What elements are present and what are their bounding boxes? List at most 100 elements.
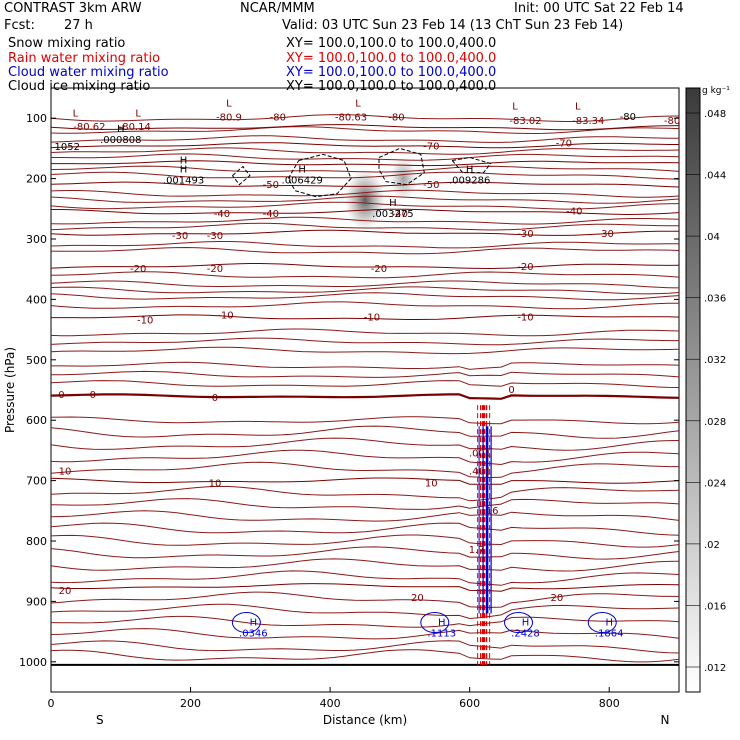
temp-contour-10 xyxy=(50,477,680,485)
y-tick-label: 200 xyxy=(26,173,47,186)
fcst-value: 27 h xyxy=(64,18,93,33)
temp-contour-line xyxy=(50,370,680,378)
temp-contour-line xyxy=(50,628,680,640)
temp-contour-line xyxy=(50,558,680,572)
temp-contour-line xyxy=(50,171,680,180)
temp-label: -80 xyxy=(388,112,404,123)
temp-contour-line xyxy=(50,510,680,522)
cloudwater-cell-1 xyxy=(420,612,450,634)
colorbar-tick-label: .032 xyxy=(704,355,726,366)
x-tick-label: 600 xyxy=(459,697,480,710)
x-axis-label: Distance (km) xyxy=(323,713,407,727)
temp-label: -30 xyxy=(598,229,614,240)
y-tick-label: 900 xyxy=(26,595,47,608)
y-tick-label: 300 xyxy=(26,233,47,246)
temp-contour-line xyxy=(50,147,680,155)
temp-label: -50 xyxy=(423,180,439,191)
x-tick-label: 200 xyxy=(180,697,201,710)
temp-label: -30 xyxy=(172,231,188,242)
cloudwater-label: .001 xyxy=(469,448,491,459)
ice-core-1 xyxy=(345,169,385,230)
cloudwater-label: .16 xyxy=(483,506,499,517)
temp-label: -70 xyxy=(423,141,439,152)
extremum-mark: L xyxy=(226,99,232,110)
extremum-value: .1113 xyxy=(427,629,456,640)
x-tick-label: 400 xyxy=(320,697,341,710)
cloud-ice-shading xyxy=(345,156,418,230)
temp-contour-0 xyxy=(50,393,680,400)
plot-frame xyxy=(50,87,680,693)
cloudwater-label: .401 xyxy=(469,467,491,478)
temp-contour-line xyxy=(50,498,680,510)
temp-contour-line xyxy=(50,522,680,536)
temp-contour-line xyxy=(51,153,680,161)
temp-label: -83.34 xyxy=(572,116,604,127)
colorbar-tick-label: .036 xyxy=(704,294,726,305)
temp-contour-line xyxy=(50,425,680,439)
y-axis-label: Pressure (hPa) xyxy=(3,347,17,433)
colorbar: .012 .016 .02 .024 .028 .032 .036 .04 .044 .048 g … xyxy=(685,86,730,693)
temperature-contours xyxy=(50,114,680,666)
temp-contour-line xyxy=(50,337,679,346)
temp-label: -40 xyxy=(214,209,230,220)
colorbar-tick-label: .024 xyxy=(704,478,726,489)
temp-label: -83.02 xyxy=(509,116,541,127)
temp-contour-line xyxy=(50,165,680,173)
temp-label: -10 xyxy=(217,311,233,322)
temp-label: -40 xyxy=(392,209,408,220)
colorbar-unit: g kg⁻¹ xyxy=(702,86,730,96)
temp-contour-line xyxy=(50,640,680,654)
snow-contour-2 xyxy=(378,147,425,186)
temp-label: -80.14 xyxy=(119,122,151,133)
extremum-mark: H xyxy=(605,618,613,629)
colorbar-tick-label: .048 xyxy=(704,109,726,120)
x-tick-label: 800 xyxy=(599,697,620,710)
temp-label: -40 xyxy=(263,209,279,220)
extremum-mark: H xyxy=(298,165,306,176)
extremum-mark: H xyxy=(180,165,188,176)
colorbar-tick-label: .044 xyxy=(704,171,726,182)
temp-contour-line xyxy=(50,449,680,466)
y-tick-label: 800 xyxy=(26,535,47,548)
y-tick-label: 1000 xyxy=(19,656,47,669)
temp-contour-line xyxy=(50,201,680,210)
temp-contour-line xyxy=(50,380,680,388)
y-tick-label: 700 xyxy=(26,475,47,488)
temp-contour--80 xyxy=(50,124,680,131)
init-time: Init: 00 UTC Sat 22 Feb 14 xyxy=(514,1,684,16)
valid-time: Valid: 03 UTC Sun 23 Feb 14 (13 ChT Sun … xyxy=(282,18,624,33)
colorbar-tick-label: .016 xyxy=(704,601,726,612)
temp-label: -20 xyxy=(371,264,387,275)
cloudwater-cell-3 xyxy=(587,612,617,634)
extremum-value: .2428 xyxy=(511,629,540,640)
plot-border xyxy=(50,87,680,693)
colorbar-tick-label: .028 xyxy=(704,417,726,428)
temp-label: -50 xyxy=(263,180,279,191)
temp-label: -70 xyxy=(556,138,572,149)
x-tick-label: 0 xyxy=(48,697,55,710)
temp-label: -20 xyxy=(517,262,533,273)
temp-label: 0 xyxy=(90,390,96,401)
legend-cloudwater-name: Cloud water mixing ratio xyxy=(8,65,169,80)
legend-cloudice-xy: XY= 100.0,100.0 to 100.0,400.0 xyxy=(286,79,497,94)
legend-rain-xy: XY= 100.0,100.0 to 100.0,400.0 xyxy=(286,51,497,66)
temp-contour-line xyxy=(50,591,679,608)
extremum-value: .009286 xyxy=(449,176,490,187)
snow-contour-0 xyxy=(232,165,251,186)
temp-label: -30 xyxy=(517,229,533,240)
temp-contour-line xyxy=(50,437,680,451)
temp-contour-line xyxy=(50,246,680,255)
temp-contour--10 xyxy=(51,314,680,320)
temp-label: -80.63 xyxy=(335,112,367,123)
snow-contours xyxy=(232,147,492,198)
temp-label: -10 xyxy=(364,312,380,323)
temp-contour--60 xyxy=(51,160,680,167)
temp-label: 20 xyxy=(411,593,424,604)
cloudwater-cell-2 xyxy=(504,612,534,634)
temp-contour-line xyxy=(50,135,679,143)
temp-contour-line xyxy=(51,361,680,370)
extremum-mark: L xyxy=(575,102,581,113)
legend-rain-name: Rain water mixing ratio xyxy=(8,51,161,66)
temp-contour-line xyxy=(50,292,680,301)
